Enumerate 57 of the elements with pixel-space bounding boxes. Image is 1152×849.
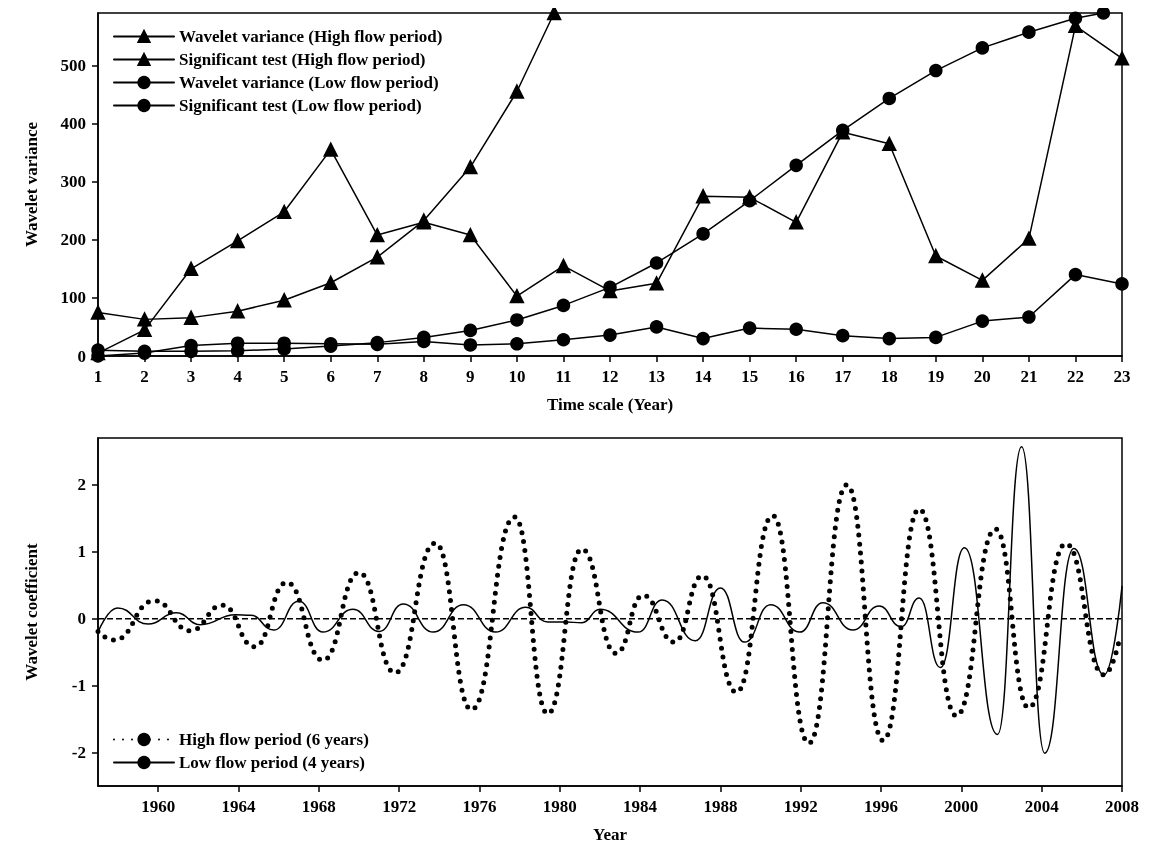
x-tick-label: 1988 [703, 797, 738, 816]
y-tick-label: 200 [60, 230, 86, 250]
x-tick-label: 2008 [1105, 797, 1139, 816]
x-tick-label: 21 [1020, 367, 1038, 386]
x-tick-label: 13 [648, 367, 666, 386]
x-tick-label: 1972 [382, 797, 417, 816]
y-tick-label: -1 [71, 676, 86, 696]
y-tick-label: 0 [77, 609, 86, 629]
x-tick-label: 12 [601, 367, 619, 386]
y-axis-title: Wavelet variance [22, 121, 41, 248]
y-tick-label: 2 [77, 475, 86, 495]
y-tick-label: 400 [60, 113, 86, 133]
x-tick-label: 1976 [462, 797, 497, 816]
x-tick-label: 10 [508, 367, 526, 386]
x-tick-label: 2004 [1024, 797, 1060, 816]
x-tick-label: 23 [1113, 367, 1131, 386]
x-tick-label: 1980 [542, 797, 577, 816]
y-tick-label: 100 [60, 288, 86, 308]
x-tick-label: 1968 [301, 797, 336, 816]
y-tick-label: 500 [60, 55, 86, 75]
x-tick-label: 11 [555, 367, 572, 386]
x-tick-label: 7 [373, 367, 383, 386]
x-tick-label: 15 [741, 367, 759, 386]
x-tick-label: 1 [93, 367, 103, 386]
x-tick-label: 20 [973, 367, 991, 386]
y-tick-label: 0 [77, 346, 86, 366]
legend-label: Wavelet variance (High flow period) [179, 27, 443, 46]
x-axis-title: Year [593, 825, 628, 844]
x-tick-label: 6 [326, 367, 335, 386]
y-tick-label: -2 [71, 743, 86, 763]
x-tick-label: 1960 [141, 797, 176, 816]
x-tick-label: 14 [694, 367, 713, 386]
x-tick-label: 9 [466, 367, 475, 386]
legend-label: Significant test (High flow period) [179, 50, 426, 69]
legend-label: Low flow period (4 years) [179, 753, 366, 772]
x-tick-label: 2 [140, 367, 149, 386]
x-tick-label: 4 [233, 367, 243, 386]
x-tick-label: 17 [834, 367, 852, 386]
x-tick-label: 1984 [623, 797, 658, 816]
x-tick-label: 18 [880, 367, 898, 386]
x-tick-label: 19 [927, 367, 945, 386]
x-tick-label: 5 [279, 367, 289, 386]
x-tick-label: 22 [1066, 367, 1084, 386]
x-tick-label: 1992 [783, 797, 818, 816]
legend-label: Significant test (Low flow period) [179, 96, 422, 115]
legend-label: Wavelet variance (Low flow period) [179, 73, 439, 92]
x-axis-title: Time scale (Year) [546, 395, 674, 414]
legend-label: High flow period (6 years) [179, 730, 369, 749]
y-tick-label: 300 [60, 172, 86, 192]
x-tick-label: 16 [787, 367, 805, 386]
x-tick-label: 8 [419, 367, 429, 386]
x-tick-label: 1964 [221, 797, 257, 816]
y-axis-title: Wavelet coefficient [22, 542, 41, 681]
y-tick-label: 1 [77, 542, 86, 562]
x-tick-label: 3 [186, 367, 196, 386]
x-tick-label: 1996 [864, 797, 899, 816]
x-tick-label: 2000 [944, 797, 979, 816]
